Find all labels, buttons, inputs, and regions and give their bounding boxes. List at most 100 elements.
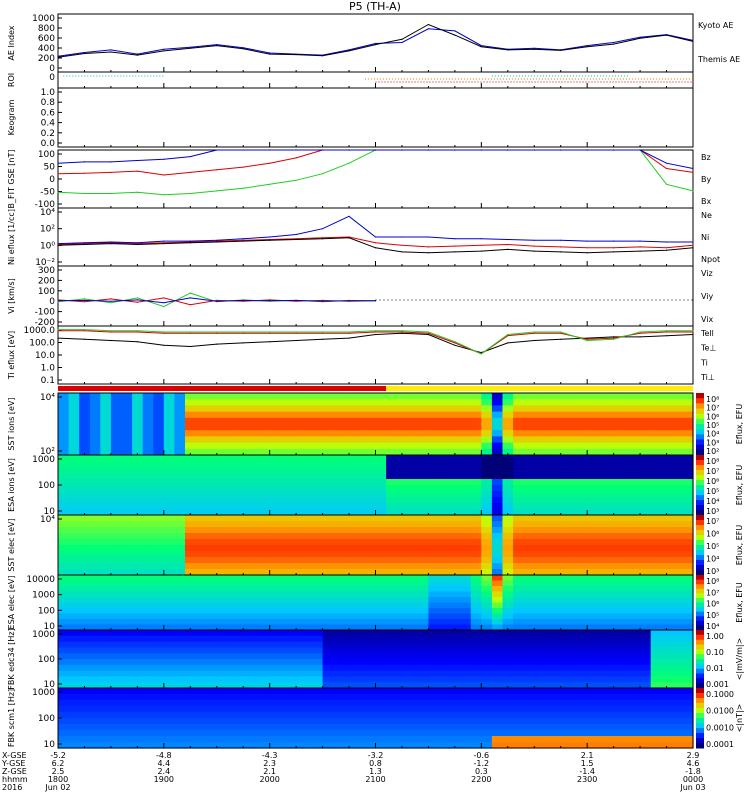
esa_ion-cell [280, 497, 292, 504]
sst_elec-cell [227, 545, 239, 552]
fbk_e-cell [280, 647, 292, 654]
sst_elec-cell [671, 557, 683, 564]
sst_elec-cell [375, 551, 387, 558]
fbk_e-cell [470, 635, 482, 643]
fbk_b-cell [206, 688, 218, 695]
density-point [401, 236, 403, 238]
esa_ion-cell [100, 467, 112, 474]
density-point [269, 236, 271, 238]
xaxis-tick-value: 1800 [48, 775, 68, 784]
fbk_e-cell [142, 682, 154, 689]
sst_ion-cell [375, 424, 387, 431]
sst_elec-cell [460, 539, 472, 546]
bfit-series-1 [57, 149, 694, 196]
esa_elec-cell [206, 608, 218, 615]
sst_elec-cell [322, 569, 334, 576]
sst_ion-cell [460, 405, 472, 413]
fbk_e-cell [534, 647, 546, 654]
esa_ion-cell [555, 455, 567, 462]
fbk_b-cell [523, 736, 535, 743]
fbk_b-cell [661, 736, 673, 743]
esa_ion-cell [629, 473, 641, 480]
esa_elec-cell [671, 597, 683, 604]
esa_ion-cell [153, 467, 165, 474]
sst_elec-cell [650, 557, 662, 564]
temperature-ytick-label: 0.1 [41, 376, 55, 386]
fbk_b-cell [206, 712, 218, 719]
sst_ion-cell [58, 436, 70, 444]
esa_ion-cell [100, 509, 112, 516]
fbk_e-cell [132, 670, 144, 677]
sst_ion-cell [629, 411, 641, 419]
fbk_e-cell [89, 659, 101, 666]
sst_elec-cell [100, 515, 112, 522]
fbk_e-cell [460, 635, 472, 643]
temperature-point [639, 332, 641, 334]
bfit-point [401, 149, 403, 151]
esa_ion-cell [333, 479, 345, 486]
density-point [110, 243, 112, 245]
fbk_e-cell [587, 641, 599, 648]
temperature-point [83, 330, 86, 332]
esa_elec-cell [354, 608, 366, 615]
esa_ion-cell [481, 491, 493, 498]
esa_ion-cell [312, 455, 324, 462]
esa_elec-cell [618, 580, 631, 587]
fbk_e-cell [682, 641, 694, 648]
esa_ion-cell [650, 509, 662, 516]
esa_elec-cell [121, 591, 133, 598]
esa_elec-cell [153, 575, 165, 582]
fbk_e-cell [121, 676, 133, 683]
sst_ion-cell [185, 393, 197, 400]
sst_ion-cell [587, 436, 599, 444]
esa_elec-cell [89, 580, 101, 587]
fbk_e-cell [618, 647, 631, 654]
fbk_e-cell [375, 635, 387, 643]
esa_ion-cell [89, 503, 101, 510]
sst_elec-cell [428, 551, 440, 558]
fbk_b-colorbar-label: 0.1000 [706, 690, 734, 699]
esa_ion-cell [79, 467, 91, 474]
sst_elec-cell [386, 545, 398, 552]
density-point [348, 215, 350, 217]
esa_elec-cell [671, 613, 683, 620]
sst_ion-cell [375, 405, 387, 413]
density-legend-item: Npot [701, 255, 720, 264]
fbk_e-cell [449, 647, 461, 654]
esa_elec-cell [587, 602, 599, 609]
esa_elec-cell [544, 580, 556, 587]
esa_ion-cell [290, 461, 302, 468]
esa_elec-colorbar-cell [696, 593, 704, 599]
fbk_e-cell [216, 659, 228, 666]
sst_elec-cell [110, 557, 123, 564]
sst_ion-cell [618, 430, 631, 437]
esa_ion-cell [206, 497, 218, 504]
sst_ion-cell [237, 393, 250, 400]
fbk_b-cell [470, 724, 482, 731]
sst_elec-cell [322, 551, 334, 558]
fbk_e-cell [322, 653, 334, 660]
velocity-point [163, 306, 165, 308]
sst_elec-cell [364, 569, 377, 576]
fbk_e-cell [375, 641, 387, 648]
fbk_e-cell [587, 647, 599, 654]
sst_elec-cell [343, 551, 355, 558]
esa_ion-ytick-label: 1000 [32, 455, 55, 465]
fbk_e-cell [396, 647, 408, 654]
fbk_b-cell [354, 736, 366, 743]
esa_elec-cell [396, 608, 408, 615]
fbk_e-cell [185, 653, 197, 660]
sst_ion-cell [428, 436, 440, 444]
sst_ion-cell [671, 436, 683, 444]
sst_ion-cell [333, 417, 345, 425]
fbk_b-cell [618, 700, 631, 707]
sst_ion-ytick-label: 10⁴ [40, 393, 55, 403]
fbk_b-cell [428, 688, 440, 695]
esa_ion-cell [523, 473, 535, 480]
esa_ion-cell [132, 461, 144, 468]
sst_elec-cell [481, 515, 493, 522]
esa_elec-cell [195, 608, 207, 615]
fbk_e-cell [237, 647, 250, 654]
bfit-point [163, 158, 165, 160]
